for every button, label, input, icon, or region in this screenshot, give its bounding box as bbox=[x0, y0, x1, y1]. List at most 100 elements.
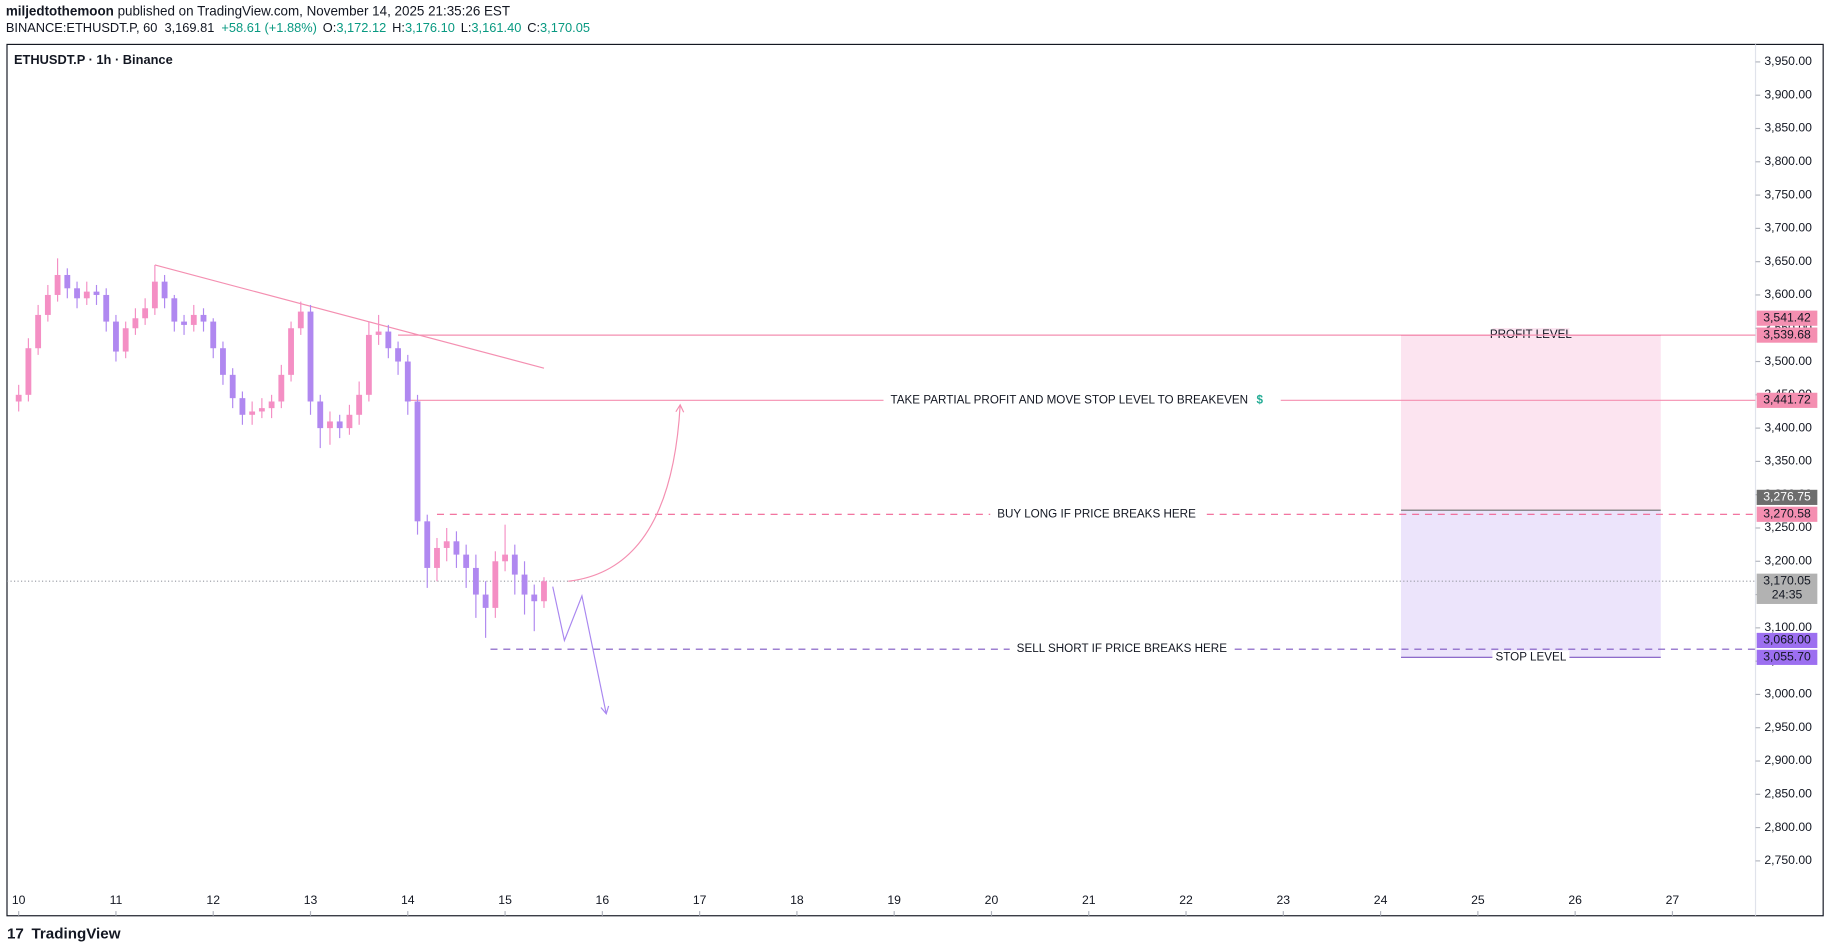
x-tick-label: 13 bbox=[304, 893, 318, 907]
y-tick-label: 3,400.00 bbox=[1764, 420, 1812, 434]
price-tag-label: 3,170.05 bbox=[1763, 573, 1811, 587]
x-tick-label: 14 bbox=[401, 893, 415, 907]
level-label-bg bbox=[1009, 642, 1234, 657]
header-line-1: miljedtothemoon published on TradingView… bbox=[6, 3, 510, 18]
candle-body bbox=[239, 398, 246, 415]
y-tick-label: 3,000.00 bbox=[1764, 687, 1812, 701]
candle-body bbox=[190, 314, 197, 325]
price-tag-label: 3,068.00 bbox=[1763, 633, 1811, 647]
candle-body bbox=[317, 401, 324, 429]
price-tag-label: 3,541.42 bbox=[1763, 310, 1811, 324]
level-label: TAKE PARTIAL PROFIT AND MOVE STOP LEVEL … bbox=[891, 393, 1249, 406]
candle-body bbox=[346, 414, 353, 429]
candle-body bbox=[307, 311, 314, 402]
candle-body bbox=[502, 554, 508, 562]
change: +58.61 (+1.88%) bbox=[221, 21, 317, 36]
y-tick-label: 3,750.00 bbox=[1764, 187, 1812, 201]
candle-body bbox=[44, 294, 51, 315]
candle-body bbox=[297, 311, 304, 329]
y-tick-label: 3,100.00 bbox=[1764, 620, 1812, 634]
x-tick-label: 26 bbox=[1568, 893, 1582, 907]
candle-body bbox=[122, 328, 129, 352]
x-tick-label: 10 bbox=[12, 893, 26, 907]
candle-body bbox=[161, 281, 168, 299]
frame bbox=[6, 43, 1824, 917]
candle-body bbox=[531, 594, 538, 602]
published: published on TradingView.com, November 1… bbox=[118, 3, 511, 18]
level-label: BUY LONG IF PRICE BREAKS HERE bbox=[997, 507, 1196, 520]
candle-body bbox=[220, 348, 226, 375]
candle-body bbox=[103, 294, 110, 322]
candle-body bbox=[64, 274, 71, 289]
level-icon: $ bbox=[1257, 393, 1264, 406]
y-tick-label: 2,750.00 bbox=[1764, 853, 1812, 867]
candle-body bbox=[453, 541, 460, 555]
candle-body bbox=[288, 328, 294, 375]
y-tick-label: 3,500.00 bbox=[1764, 354, 1812, 368]
ohlc-value: 3,176.10 bbox=[405, 21, 455, 36]
candle-body bbox=[229, 374, 236, 399]
y-tick-label: 3,850.00 bbox=[1764, 121, 1812, 135]
candle-body bbox=[541, 581, 547, 602]
y-tick-label: 3,650.00 bbox=[1764, 254, 1812, 268]
candle-body bbox=[365, 334, 372, 395]
candle-body bbox=[356, 394, 363, 415]
down-arrow bbox=[552, 586, 607, 714]
brand-name: TradingView bbox=[31, 925, 120, 942]
x-tick-label: 16 bbox=[596, 893, 610, 907]
candle-body bbox=[258, 408, 265, 412]
candle-body bbox=[93, 291, 100, 295]
candle-body bbox=[424, 521, 431, 568]
author: miljedtothemoon bbox=[6, 3, 114, 18]
ohlc-value: 3,161.40 bbox=[471, 21, 521, 36]
x-tick-label: 27 bbox=[1666, 893, 1680, 907]
ohlc-key: O: bbox=[323, 21, 337, 36]
x-tick-label: 18 bbox=[790, 893, 804, 907]
header-line-2: BINANCE:ETHUSDT.P, 60 3,169.81 +58.61 (+1.… bbox=[6, 21, 590, 36]
ohlc-value: 3,170.05 bbox=[540, 21, 590, 36]
candle-body bbox=[25, 348, 32, 395]
y-tick-label: 3,350.00 bbox=[1764, 454, 1812, 468]
candle-body bbox=[472, 567, 479, 595]
candle-body bbox=[54, 274, 61, 295]
price-tag bbox=[1756, 392, 1818, 408]
y-tick-label: 3,250.00 bbox=[1764, 520, 1812, 534]
y-tick-label: 3,900.00 bbox=[1764, 87, 1812, 101]
stop-zone bbox=[1401, 510, 1661, 658]
x-tick-label: 15 bbox=[498, 893, 512, 907]
candle-body bbox=[521, 574, 528, 595]
candle-body bbox=[210, 321, 217, 349]
price-tag bbox=[1756, 573, 1818, 604]
x-tick-label: 20 bbox=[985, 893, 999, 907]
candle-body bbox=[511, 554, 518, 575]
candle-body bbox=[492, 561, 499, 608]
price-tag bbox=[1756, 327, 1818, 343]
price-tag bbox=[1756, 489, 1818, 505]
level-label: SELL SHORT IF PRICE BREAKS HERE bbox=[1017, 642, 1228, 655]
price-tag-label: 3,441.72 bbox=[1763, 393, 1811, 407]
candle-body bbox=[181, 321, 187, 325]
y-tick-label: 2,900.00 bbox=[1764, 753, 1812, 767]
candle-body bbox=[83, 291, 90, 299]
y-tick-label: 3,950.00 bbox=[1764, 54, 1812, 68]
price-tag-label: 3,055.70 bbox=[1763, 650, 1811, 664]
price-tag-label: 3,276.75 bbox=[1763, 490, 1811, 504]
ohlc-key: L: bbox=[461, 21, 472, 36]
profit-zone bbox=[1401, 335, 1661, 511]
candle-body bbox=[434, 547, 440, 568]
x-tick-label: 17 bbox=[693, 893, 707, 907]
candle-body bbox=[482, 594, 489, 608]
candle-body bbox=[395, 348, 401, 362]
candle-body bbox=[151, 281, 158, 309]
x-tick-label: 22 bbox=[1179, 893, 1193, 907]
level-label-bg bbox=[883, 393, 1281, 408]
candle-body bbox=[375, 331, 382, 335]
ohlc-key: C: bbox=[527, 21, 540, 36]
price-tag bbox=[1756, 310, 1818, 326]
ohlc-value: 3,172.12 bbox=[336, 21, 386, 36]
price-tag-label: 3,539.68 bbox=[1763, 327, 1811, 341]
position-label: STOP LEVEL bbox=[1495, 650, 1566, 663]
price-tag bbox=[1756, 649, 1818, 665]
